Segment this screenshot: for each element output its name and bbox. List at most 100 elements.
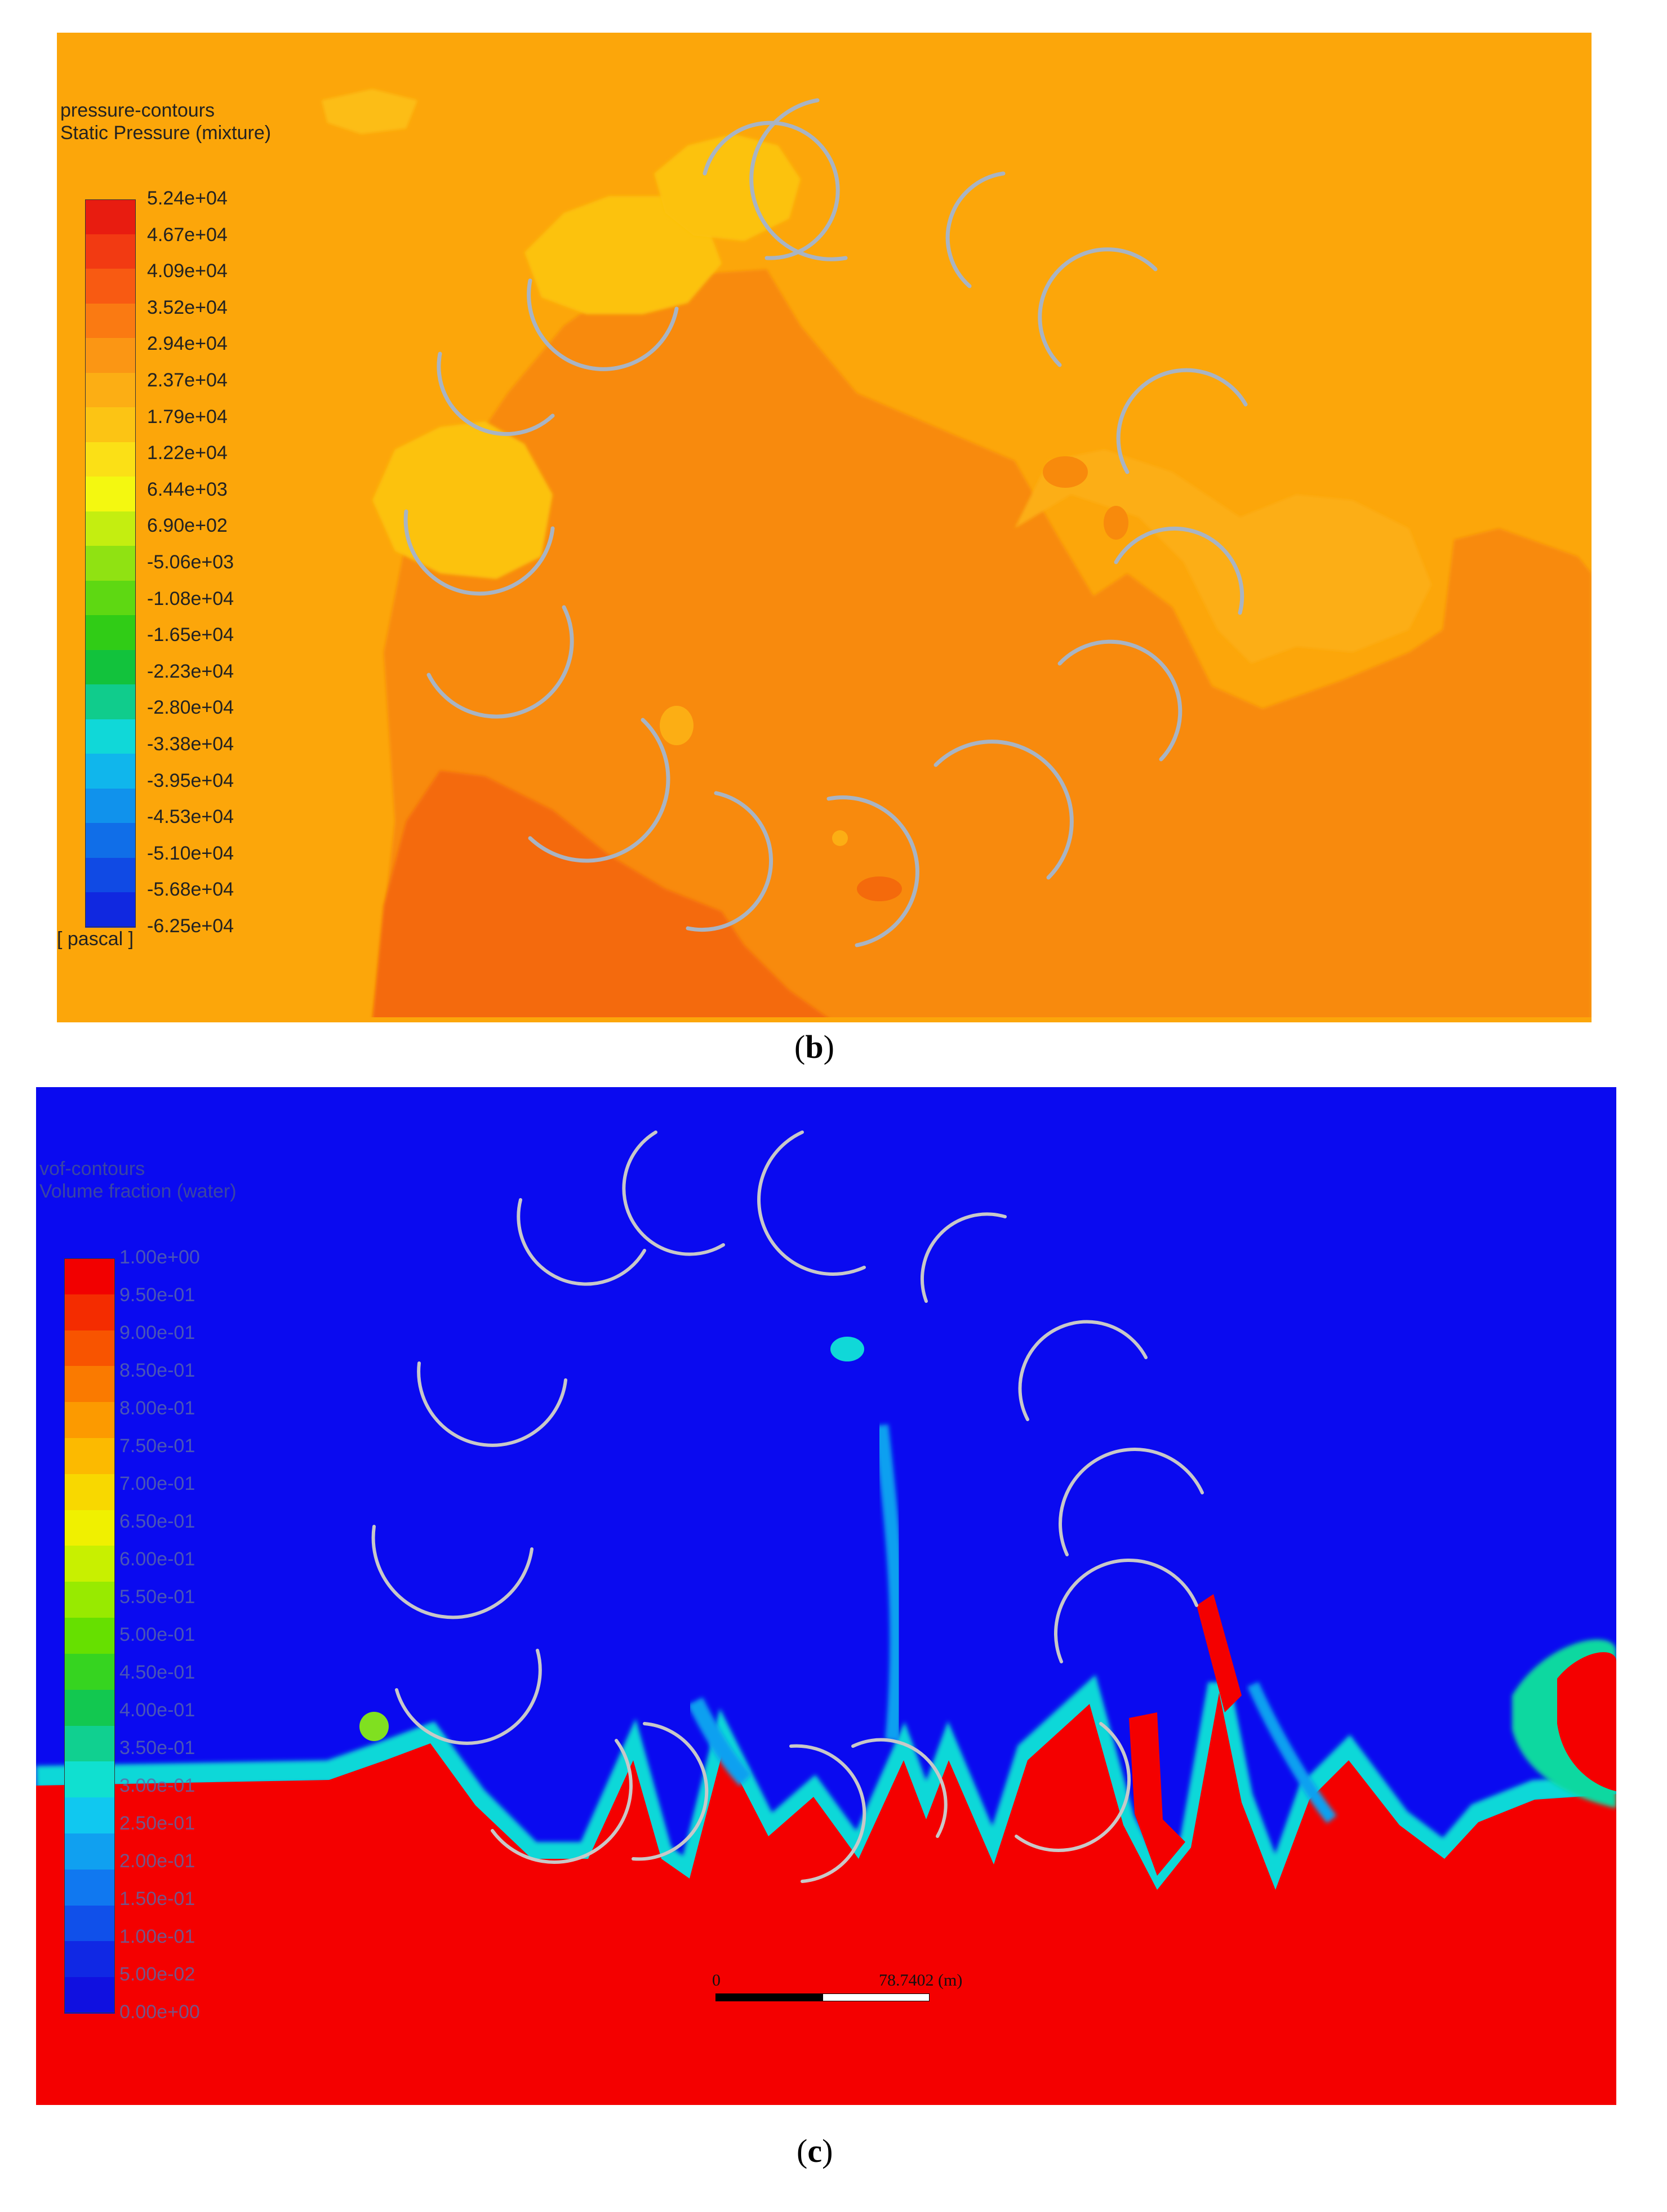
colorbar-tick-label: 1.79e+04 xyxy=(147,406,228,428)
pressure-mid-region xyxy=(372,269,1592,1022)
colorbar-swatch xyxy=(64,1941,115,1978)
colorbar-tick-label: 5.24e+04 xyxy=(147,188,228,209)
scale-bar: 0 78.7402 (m) xyxy=(712,1971,962,2005)
colorbar-tick-label: -4.53e+04 xyxy=(147,806,234,828)
pressure-contour-field xyxy=(57,33,1592,1022)
pressure-speck xyxy=(832,830,848,846)
blade-arc xyxy=(1058,1447,1204,1556)
colorbar-tick-label: -3.95e+04 xyxy=(147,769,234,791)
colorbar-tick-label: 6.90e+02 xyxy=(147,515,228,537)
colorbar-swatch xyxy=(64,1618,115,1654)
pressure-high-blob xyxy=(322,89,417,134)
water-jet xyxy=(687,1697,752,1786)
blade-arc xyxy=(789,1744,866,1883)
colorbar-swatch xyxy=(64,1330,115,1367)
blade-arc xyxy=(527,278,679,371)
colorbar-tick-label: 4.50e-01 xyxy=(119,1662,195,1683)
colorbar-swatch xyxy=(64,1977,115,2014)
colorbar-swatch xyxy=(85,857,136,893)
colorbar-tick-label: 1.00e+00 xyxy=(119,1247,200,1268)
colorbar-swatch xyxy=(85,823,136,858)
colorbar-swatch xyxy=(85,407,136,443)
pressure-low-region xyxy=(372,771,834,1022)
blade-arc xyxy=(517,1198,646,1286)
colorbar-swatch xyxy=(64,1653,115,1690)
blade-arc xyxy=(1116,368,1248,474)
colorbar-tick-label: 1.50e-01 xyxy=(119,1888,195,1910)
colorbar-swatch xyxy=(85,442,136,478)
colorbar-swatch xyxy=(85,199,136,235)
blade-arc xyxy=(757,1131,866,1276)
colorbar-tick-label: 7.00e-01 xyxy=(119,1473,195,1494)
blade-arc xyxy=(395,1649,542,1745)
colorbar-swatch xyxy=(85,234,136,270)
legend-title: pressure-contours Static Pressure (mixtu… xyxy=(60,99,271,144)
blade-arc xyxy=(371,1525,534,1619)
colorbar-swatch xyxy=(64,1869,115,1906)
pressure-speck xyxy=(1104,506,1128,540)
pressure-high-blob xyxy=(372,421,553,579)
water-jet xyxy=(1247,1681,1337,1823)
colorbar-tick-label: 5.00e-02 xyxy=(119,1964,195,1985)
vof-contour-panel: vof-contours Volume fraction (water) 1.0… xyxy=(36,1087,1616,2105)
water-spout xyxy=(1197,1594,1242,1712)
colorbar-swatch xyxy=(64,1833,115,1870)
water-interface-halo xyxy=(36,1675,1616,1920)
blade-arc xyxy=(851,1738,948,1838)
colorbar-swatch xyxy=(85,372,136,408)
pressure-speck xyxy=(660,706,694,745)
scale-bar-start: 0 xyxy=(712,1971,721,1990)
pressure-speck xyxy=(857,876,902,901)
water-spout xyxy=(1129,1712,1185,1876)
colorbar-tick-label: 4.09e+04 xyxy=(147,260,228,282)
colorbar-tick-label: -2.23e+04 xyxy=(147,660,234,682)
colorbar-swatch xyxy=(85,580,136,616)
colorbar-swatch xyxy=(64,1797,115,1834)
colorbar-tick-label: -1.65e+04 xyxy=(147,624,234,646)
colorbar-tick-label: 6.44e+03 xyxy=(147,478,228,500)
scale-bar-white-segment xyxy=(823,1993,930,2001)
colorbar-tick-label: 1.22e+04 xyxy=(147,442,228,464)
water-splash xyxy=(1557,1652,1616,1791)
panel-label-open: ( xyxy=(797,2133,808,2169)
colorbar-swatch xyxy=(85,546,136,581)
colorbar-tick-label: 2.94e+04 xyxy=(147,333,228,355)
panel-label-letter: c xyxy=(807,2133,823,2169)
colorbar-swatch xyxy=(85,303,136,339)
panel-label-c: (c) xyxy=(797,2132,833,2170)
water-droplet xyxy=(830,1337,864,1361)
colorbar-swatch xyxy=(85,892,136,928)
colorbar-swatch xyxy=(64,1761,115,1799)
colorbar-tick-label: -5.68e+04 xyxy=(147,879,234,901)
pressure-unit-label: [ pascal ] xyxy=(57,928,134,950)
scale-bar-end: 78.7402 (m) xyxy=(879,1971,963,1990)
colorbar-tick-label: 6.50e-01 xyxy=(119,1511,195,1532)
panel-label-letter: b xyxy=(805,1029,824,1065)
colorbar-swatch xyxy=(64,1438,115,1475)
colorbar-swatch xyxy=(85,269,136,304)
colorbar-tick-label: 2.50e-01 xyxy=(119,1813,195,1834)
legend-subtitle-line: Volume fraction (water) xyxy=(39,1181,237,1202)
pressure-right-region xyxy=(1015,449,1432,664)
colorbar-tick-label: -3.38e+04 xyxy=(147,733,234,755)
legend-title-line: pressure-contours xyxy=(60,100,215,121)
colorbar-swatch xyxy=(85,649,136,686)
blade-arc xyxy=(1054,1559,1198,1663)
turbine-blades xyxy=(371,1131,1204,1883)
pressure-contour-panel: pressure-contours Static Pressure (mixtu… xyxy=(57,33,1592,1022)
panel-label-b: (b) xyxy=(794,1028,834,1066)
colorbar-tick-label: 3.52e+04 xyxy=(147,296,228,318)
colorbar-swatch xyxy=(85,719,136,755)
colorbar-swatch xyxy=(64,1258,115,1295)
colorbar-swatch xyxy=(85,684,136,720)
colorbar-frame xyxy=(85,199,136,927)
colorbar-tick-label: 8.00e-01 xyxy=(119,1397,195,1419)
colorbar-swatch xyxy=(64,1905,115,1942)
water-droplet xyxy=(359,1712,389,1741)
colorbar-swatch xyxy=(64,1689,115,1726)
colorbar-swatch xyxy=(64,1366,115,1403)
colorbar-swatch xyxy=(85,615,136,651)
colorbar-tick-label: 4.67e+04 xyxy=(147,224,228,246)
colorbar-frame xyxy=(64,1258,115,2013)
colorbar-swatch xyxy=(64,1546,115,1583)
